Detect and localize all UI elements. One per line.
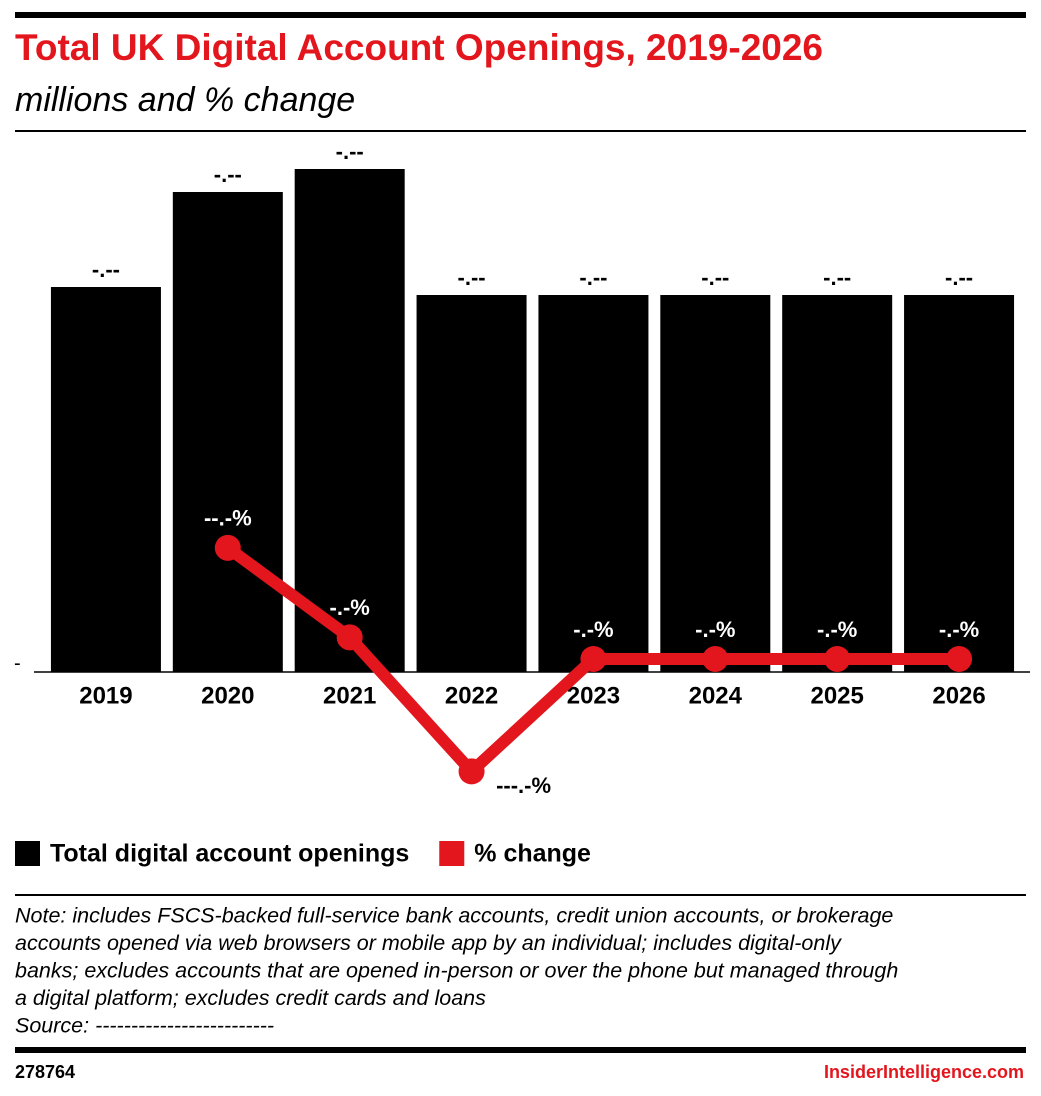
bar xyxy=(50,287,161,672)
bar-value-label: -.-- xyxy=(214,162,242,187)
rule xyxy=(15,894,1026,896)
chart-subtitle: millions and % change xyxy=(15,81,355,119)
legend-label: Total digital account openings xyxy=(50,840,409,868)
chart-id: 278764 xyxy=(15,1062,75,1082)
line-point xyxy=(458,758,485,785)
line-value-label: --.-% xyxy=(204,506,252,531)
legend-swatch xyxy=(439,841,465,866)
x-tick-label: 2023 xyxy=(567,682,620,709)
x-tick-label: 2019 xyxy=(79,682,132,709)
bar-value-label: -.-- xyxy=(701,265,729,290)
note: banks; excludes accounts that are opened… xyxy=(15,959,898,983)
rule xyxy=(15,130,1026,132)
x-tick-label: 2024 xyxy=(689,682,743,709)
bottom-rule xyxy=(15,1047,1026,1053)
bar-value-label: -.-- xyxy=(579,265,607,290)
bar-value-label: -.-- xyxy=(336,139,364,164)
bar xyxy=(416,295,527,672)
x-tick-label: 2021 xyxy=(323,682,376,709)
x-tick-label: 2025 xyxy=(810,682,863,709)
bar xyxy=(782,295,893,672)
line-point xyxy=(580,645,607,672)
bar xyxy=(172,192,283,672)
line-value-label: -.-% xyxy=(330,595,370,620)
line-point xyxy=(824,645,851,672)
line-value-label: -.-% xyxy=(939,617,979,642)
bar-value-label: -.-- xyxy=(92,257,120,282)
line-value-label: -.-% xyxy=(695,617,735,642)
line-point xyxy=(946,645,973,672)
y-tick-label: - xyxy=(14,652,21,674)
top-rule xyxy=(15,12,1026,18)
chart-title: Total UK Digital Account Openings, 2019-… xyxy=(15,27,823,68)
legend-label: % change xyxy=(474,840,591,868)
legend-swatch xyxy=(15,841,40,866)
line-point xyxy=(214,534,241,561)
bar-value-label: -.-- xyxy=(823,265,851,290)
note: a digital platform; excludes credit card… xyxy=(15,986,486,1010)
bar xyxy=(294,169,405,672)
line-value-label: -.-% xyxy=(573,617,613,642)
note: accounts opened via web browsers or mobi… xyxy=(15,931,842,955)
x-tick-label: 2026 xyxy=(932,682,985,709)
note: Note: includes FSCS-backed full-service … xyxy=(15,904,893,928)
bar xyxy=(660,295,771,672)
bar xyxy=(538,295,649,672)
bar-value-label: -.-- xyxy=(458,265,486,290)
bar-value-label: -.-- xyxy=(945,265,973,290)
source: Source: ------------------------- xyxy=(15,1014,274,1038)
x-tick-label: 2020 xyxy=(201,682,254,709)
line-point xyxy=(336,624,363,651)
bar xyxy=(904,295,1015,672)
line-value-label: -.-% xyxy=(817,617,857,642)
brand: InsiderIntelligence.com xyxy=(824,1062,1024,1082)
x-tick-label: 2022 xyxy=(445,682,498,709)
line-value-label: ---.-% xyxy=(496,773,551,798)
line-point xyxy=(702,645,729,672)
